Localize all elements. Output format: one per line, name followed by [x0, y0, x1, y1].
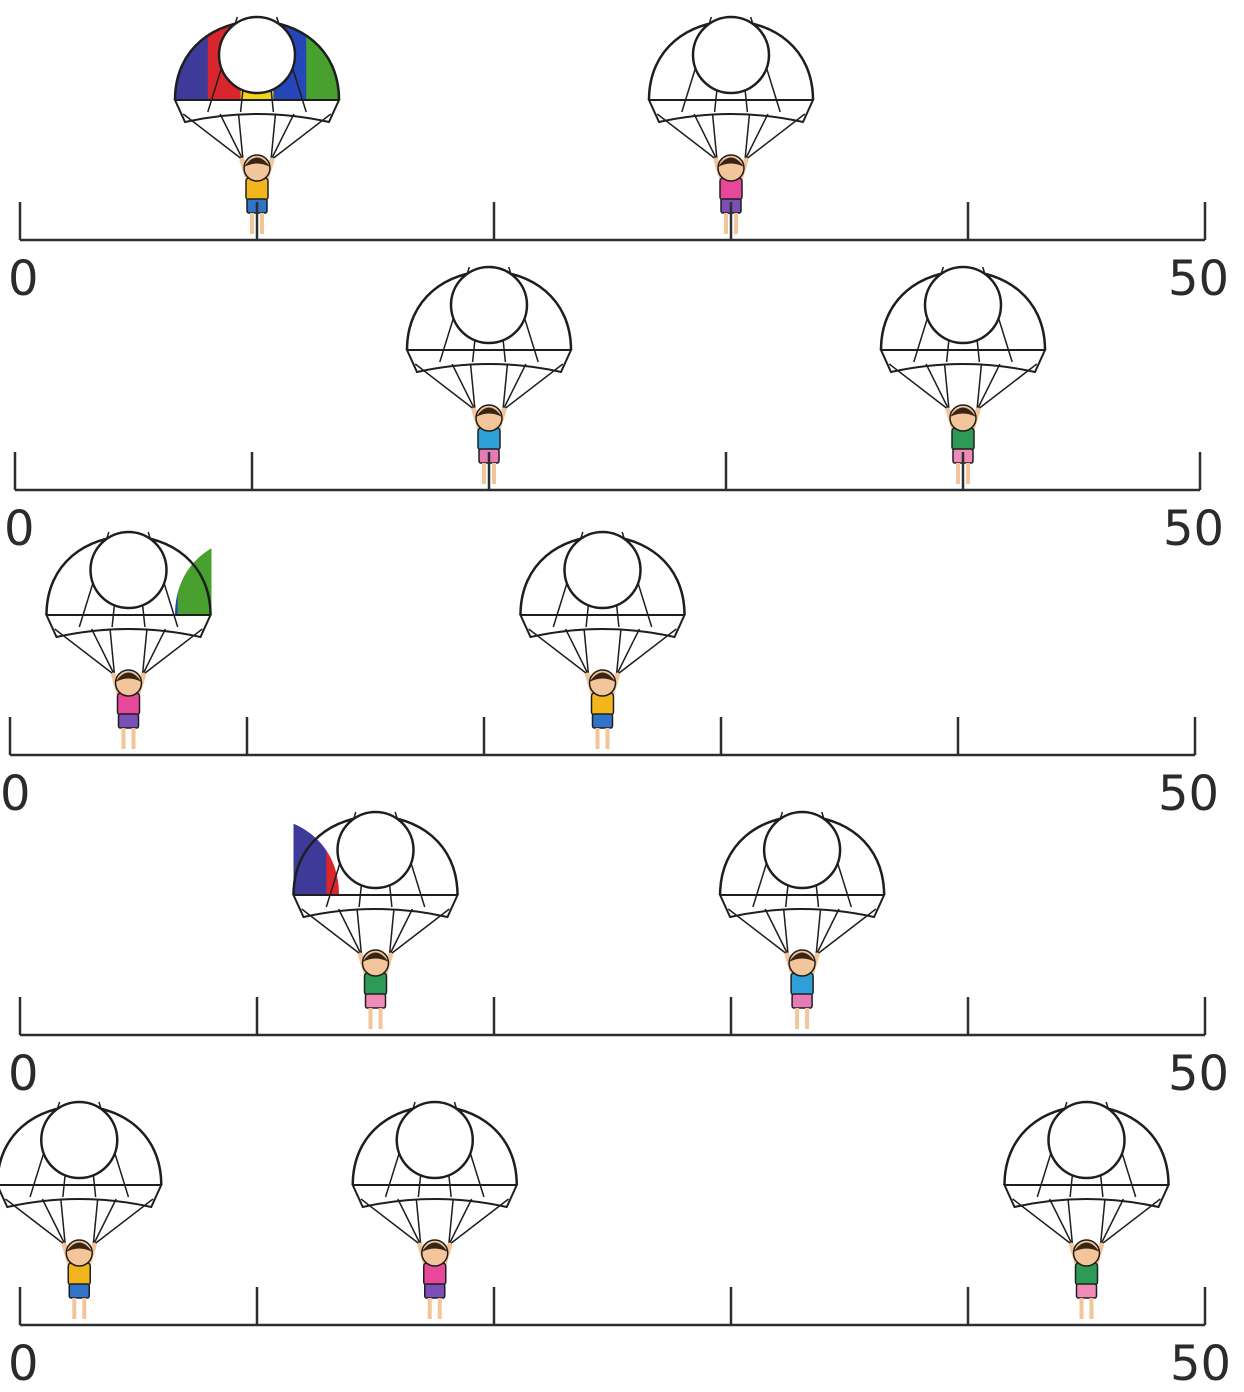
answer-circle[interactable]: [339, 813, 413, 887]
end-label: 50: [1163, 501, 1225, 557]
number-line-graphic: [0, 1100, 1207, 1327]
number-line-graphic: [18, 15, 1207, 242]
start-label: 0: [4, 501, 35, 557]
parachute-jumper-icon: [291, 810, 460, 1029]
number-line-row: 0 50: [0, 795, 1244, 1102]
start-label: 0: [8, 251, 39, 307]
parachute-jumper-icon: [0, 1100, 163, 1319]
parachute-jumper-icon: [351, 1100, 519, 1319]
end-label: 50: [1170, 1336, 1232, 1392]
answer-circle[interactable]: [566, 533, 640, 607]
parachute-jumper-icon: [647, 15, 815, 234]
start-label: 0: [0, 766, 31, 822]
start-label: 0: [8, 1046, 39, 1102]
end-label: 50: [1168, 1046, 1230, 1102]
number-line-graphic: [13, 265, 1202, 492]
answer-circle[interactable]: [1050, 1103, 1124, 1177]
end-label: 50: [1158, 766, 1220, 822]
answer-circle[interactable]: [42, 1103, 116, 1177]
number-line-row: 0 50: [0, 250, 1244, 557]
number-line-row: 0 50: [0, 515, 1244, 822]
parachute-jumper-icon: [518, 530, 687, 749]
parachute-jumper-icon: [405, 265, 573, 484]
number-line-row: 0 50: [0, 1085, 1244, 1392]
end-label: 50: [1168, 251, 1230, 307]
number-line-row: 0 50: [0, 0, 1244, 307]
parachute-jumper-icon: [879, 265, 1047, 484]
parachute-jumper-icon: [1002, 1100, 1171, 1319]
answer-circle[interactable]: [220, 18, 294, 92]
answer-circle[interactable]: [398, 1103, 472, 1177]
number-line-graphic: [8, 530, 1197, 757]
answer-circle[interactable]: [765, 813, 839, 887]
answer-circle[interactable]: [92, 533, 166, 607]
parachute-jumper-icon: [173, 15, 341, 234]
parachute-jumper-icon: [44, 530, 213, 749]
answer-circle[interactable]: [926, 268, 1000, 342]
answer-circle[interactable]: [694, 18, 768, 92]
answer-circle[interactable]: [452, 268, 526, 342]
start-label: 0: [8, 1336, 39, 1392]
number-line-graphic: [18, 810, 1207, 1037]
parachute-jumper-icon: [718, 810, 886, 1029]
